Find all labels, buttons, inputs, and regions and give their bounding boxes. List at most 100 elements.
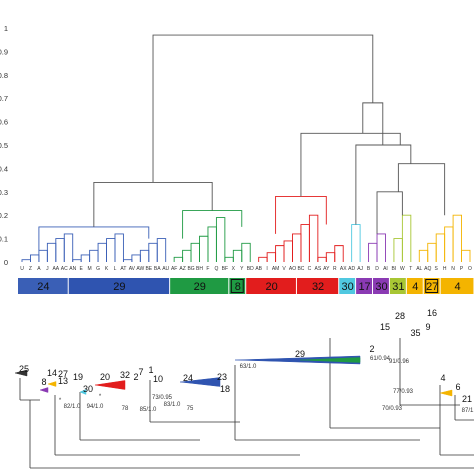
- leaf-label: AM: [272, 266, 280, 272]
- dendrogram-link: [241, 242, 251, 262]
- phylogenetic-clades: [14, 355, 453, 397]
- leaf-labels: U Z A J AA AC AN E M G K L AT AV AW BE BA AU AF AZ BG BH F Q BF X…: [20, 266, 472, 272]
- clade-label: 1: [148, 365, 153, 375]
- leaf-label: AZ: [179, 266, 185, 272]
- leaf-label: T: [409, 266, 412, 272]
- group-band: [68, 278, 170, 294]
- clade-label: 9: [425, 322, 430, 332]
- group-band-label: 29: [194, 281, 206, 293]
- dendrogram-link: [93, 181, 213, 227]
- dendrogram-link: [80, 254, 91, 262]
- group-band-label: 8: [235, 281, 241, 293]
- dendrogram-link: [224, 256, 234, 262]
- y-tick-label: 0.5: [0, 141, 8, 150]
- clade-label: 23: [217, 372, 227, 382]
- leaf-label: C: [308, 266, 312, 272]
- support-value: *: [99, 394, 102, 400]
- dendrogram-link: [300, 224, 310, 262]
- support-value: 75: [187, 406, 194, 412]
- dendrogram-link: [97, 242, 107, 262]
- clade-label: 21: [462, 394, 472, 404]
- leaf-label: P: [460, 266, 464, 272]
- dendrogram-link: [362, 102, 384, 145]
- clade-label: 3: [410, 328, 415, 338]
- clade-25: [14, 369, 28, 377]
- leaf-label: BG: [187, 266, 194, 272]
- leaf-label: AW: [136, 266, 144, 272]
- group-band: [296, 278, 339, 294]
- leaf-label: R: [333, 266, 337, 272]
- leaf-label: BF: [222, 266, 228, 272]
- clade-24: [179, 377, 221, 387]
- clade-27: [47, 381, 57, 387]
- leaf-label: AX: [340, 266, 347, 272]
- support-value: 83/1.0: [164, 402, 181, 408]
- dendrogram-link: [46, 242, 57, 262]
- dendrogram-link: [89, 249, 99, 262]
- leaf-label: AY: [323, 266, 330, 272]
- leaf-label: M: [88, 266, 92, 272]
- support-value: 70/0.93: [382, 406, 403, 412]
- clade-29-green: [299, 357, 361, 363]
- leaf-label: AB: [255, 266, 262, 272]
- support-value: 78: [122, 406, 129, 412]
- leaf-label: BC: [297, 266, 304, 272]
- y-tick-label: 0.6: [0, 118, 8, 127]
- group-band-box: [230, 279, 244, 293]
- phylogenetic-branches: [19, 338, 474, 469]
- dendrogram-link: [368, 242, 378, 262]
- clade-label: 32: [120, 370, 130, 380]
- leaf-label: BH: [196, 266, 203, 272]
- clade-label: 15: [380, 322, 390, 332]
- clade-label: 24: [183, 373, 193, 383]
- dendrogram-link: [182, 210, 243, 239]
- group-band: [339, 278, 356, 294]
- dendrogram-link: [351, 224, 361, 262]
- dendrogram-link: [317, 256, 327, 262]
- leaf-label: H: [443, 266, 447, 272]
- support-value: 82/1.0: [64, 404, 81, 410]
- leaf-label: Q: [214, 266, 218, 272]
- leaf-label: N: [451, 266, 455, 272]
- leaf-label: BD: [247, 266, 254, 272]
- dendrogram-link: [156, 238, 167, 262]
- leaf-label: G: [96, 266, 100, 272]
- clade-30: [39, 387, 49, 393]
- dendrogram-link: [376, 191, 403, 234]
- dendrogram-link: [283, 240, 293, 262]
- dendrogram-link: [114, 233, 124, 262]
- group-band-box: [425, 279, 439, 293]
- leaf-label: AF: [171, 266, 177, 272]
- clade-label: 25: [19, 364, 29, 374]
- clade-label: 29: [295, 349, 305, 359]
- dendrogram-link: [452, 214, 462, 262]
- dendrogram-link: [401, 214, 412, 262]
- group-band: [440, 278, 474, 294]
- group-band-label: 30: [375, 281, 387, 293]
- y-axis: 0 0.1 0.2 0.3 0.4 0.5 0.6 0.7 0.8 0.9 1: [0, 24, 8, 267]
- clade-label: 8: [41, 377, 46, 387]
- clade-label: 14: [47, 368, 57, 378]
- support-value: 61/0.94: [370, 356, 391, 362]
- group-band-label: 20: [265, 281, 277, 293]
- y-tick-label: 0.9: [0, 47, 8, 56]
- clade-label: 18: [220, 384, 230, 394]
- leaf-label: BI: [392, 266, 397, 272]
- dendrogram-link: [397, 163, 446, 216]
- clade-label: 20: [100, 372, 110, 382]
- clade-label: 30: [83, 384, 93, 394]
- dendrogram-link: [308, 214, 319, 262]
- clade-label: 10: [153, 374, 163, 384]
- leaf-label: AD: [348, 266, 355, 272]
- y-tick-label: 0: [4, 258, 8, 267]
- leaf-label: AQ: [424, 266, 431, 272]
- support-value: 77/0.93: [393, 389, 414, 395]
- leaf-label: S: [435, 266, 439, 272]
- group-band: [406, 278, 423, 294]
- dendrogram-link: [393, 238, 403, 262]
- dendrogram-link: [461, 249, 471, 262]
- dendrogram-link: [207, 226, 217, 262]
- leaf-label: AL: [416, 266, 422, 272]
- clade-label: 16: [427, 308, 437, 318]
